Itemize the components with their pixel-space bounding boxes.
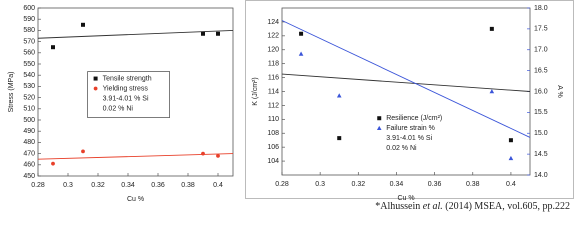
marker-circle <box>51 161 55 166</box>
x-tick-label: 0.36 <box>428 181 442 188</box>
panel-frame <box>245 0 574 199</box>
y-tick-label: 490 <box>23 128 35 135</box>
marker-triangle <box>508 155 514 161</box>
y-axis-title: K (J/cm²) <box>252 77 259 105</box>
legend-marker <box>376 125 382 131</box>
legend-marker <box>93 86 98 91</box>
y-axis-title: Stress (MPa) <box>8 72 15 113</box>
y-tick-label: 120 <box>267 47 279 54</box>
marker-square <box>508 138 513 143</box>
annotation: 0.02 % Ni <box>386 145 417 152</box>
marker-square <box>489 26 494 31</box>
y-tick-label: 590 <box>23 16 35 23</box>
marker-triangle <box>298 51 304 56</box>
marker-circle <box>201 151 205 156</box>
x-tick-label: 0.32 <box>91 182 105 189</box>
annotation: 0.02 % Ni <box>103 105 134 112</box>
y-tick-label: 470 <box>23 150 35 157</box>
trend-line <box>37 29 234 39</box>
y-tick-label: 520 <box>23 94 35 101</box>
marker-square <box>51 45 55 50</box>
x-axis-title: Cu % <box>127 196 144 203</box>
citation-rest: (2014) MSEA, vol.605, pp.222 <box>445 201 570 212</box>
marker-triangle <box>489 89 495 94</box>
y-tick-label: 500 <box>23 117 35 124</box>
y2-tick-label: 18.0 <box>534 5 548 12</box>
marker-square <box>337 136 342 141</box>
y2-tick-label: 17.0 <box>534 47 548 54</box>
charts: 0.28 0.3 0.32 0.34 0.36 0.38 0.4 450 460 470 480 49… <box>8 0 574 203</box>
y-tick-label: 104 <box>267 158 279 165</box>
x-tick-label: 0.3 <box>315 181 325 188</box>
y-tick-label: 540 <box>23 72 35 79</box>
y-tick-label: 110 <box>268 116 279 123</box>
citation: *Alhussein et al. (2014) MSEA, vol.605, … <box>375 201 570 212</box>
y2-tick-label: 16.0 <box>534 88 548 95</box>
y-tick-label: 580 <box>23 27 35 34</box>
trend-line <box>37 153 234 160</box>
y2-tick-label: 14.0 <box>534 172 548 179</box>
x-tick-label: 0.4 <box>506 181 516 188</box>
marker-circle <box>81 149 85 154</box>
x-tick-label: 0.4 <box>213 182 223 189</box>
y2-tick-label: 16.5 <box>534 67 548 74</box>
y2-tick-label: 15.5 <box>534 109 548 116</box>
legend-label: Yielding stress <box>103 85 149 92</box>
plot-frame <box>37 7 234 177</box>
y-tick-label: 114 <box>268 88 279 95</box>
y-tick-label: 560 <box>23 50 35 57</box>
marker-square <box>299 31 304 36</box>
y-tick-label: 530 <box>23 83 35 90</box>
citation-author: *Alhussein <box>375 201 421 212</box>
y-tick-label: 460 <box>23 162 35 169</box>
x-tick-label: 0.3 <box>63 182 73 189</box>
y-tick-label: 112 <box>268 102 279 109</box>
y-tick-label: 108 <box>267 130 279 137</box>
legend-frame <box>87 71 170 118</box>
x-tick-label: 0.34 <box>390 181 404 188</box>
marker-circle <box>216 153 220 158</box>
x-tick-label: 0.38 <box>181 182 195 189</box>
x-axis-title: Cu % <box>397 195 414 202</box>
y-tick-label: 550 <box>23 61 35 68</box>
legend-marker <box>377 116 382 121</box>
y2-tick-label: 14.5 <box>534 151 548 158</box>
x-tick-label: 0.32 <box>351 181 365 188</box>
y2-axis-title: A % <box>556 85 563 97</box>
annotation: 3.91-4.01 % Si <box>103 95 149 102</box>
x-tick-label: 0.36 <box>151 182 165 189</box>
trend-line <box>281 73 531 92</box>
y-tick-label: 450 <box>23 173 35 180</box>
x-tick-label: 0.38 <box>466 181 480 188</box>
page: {"chart_data": [ {"type": "scatter", "x"… <box>7 0 574 212</box>
y2-tick-label: 15.0 <box>534 130 548 137</box>
y-tick-label: 480 <box>23 139 35 146</box>
y-tick-label: 106 <box>267 144 279 151</box>
legend-label: Tensile strength <box>103 75 152 82</box>
y-tick-label: 570 <box>23 38 35 45</box>
x-tick-label: 0.34 <box>121 182 135 189</box>
citation-etal: et al. <box>422 201 443 212</box>
legend-label: Resilience (J/cm²) <box>386 115 442 122</box>
y-tick-label: 116 <box>268 74 279 81</box>
trend-line <box>281 20 531 138</box>
annotation: 3.91-4.01 % Si <box>386 135 432 142</box>
x-tick-label: 0.28 <box>275 181 289 188</box>
y-tick-label: 124 <box>267 19 279 26</box>
marker-square <box>201 31 205 36</box>
marker-square <box>81 22 85 27</box>
y-tick-label: 122 <box>267 33 279 40</box>
y-tick-label: 118 <box>268 61 279 68</box>
y-tick-label: 600 <box>23 5 35 12</box>
legend-label: Failure strain % <box>386 125 435 132</box>
marker-square <box>216 31 220 36</box>
x-tick-label: 0.28 <box>31 182 45 189</box>
legend-marker <box>93 76 98 81</box>
y-tick-label: 510 <box>23 106 35 113</box>
marker-triangle <box>336 93 342 98</box>
y2-tick-label: 17.5 <box>534 26 548 33</box>
